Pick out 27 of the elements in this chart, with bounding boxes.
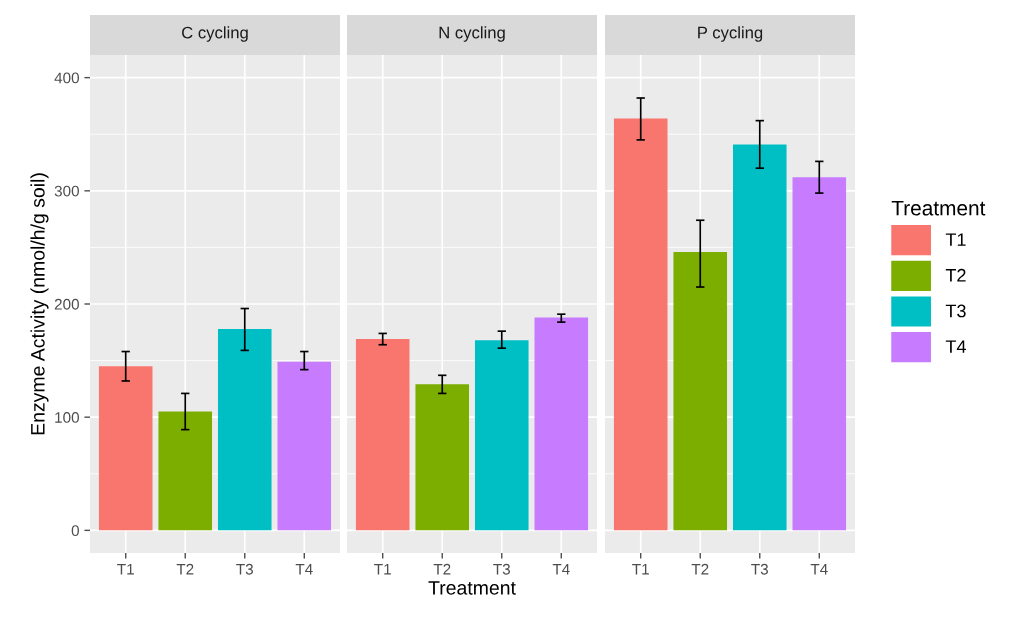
legend-label: T3 bbox=[945, 304, 966, 318]
x-tick-label: T2 bbox=[176, 563, 194, 575]
y-tick-label: 400 bbox=[54, 72, 79, 84]
x-axis-title: Treatment bbox=[428, 581, 516, 595]
x-tick-label: T1 bbox=[117, 563, 134, 575]
chart-title: C cycling bbox=[182, 26, 248, 42]
y-tick-label: 300 bbox=[54, 185, 79, 197]
x-tick-label: T4 bbox=[810, 563, 828, 575]
x-tick-label: T3 bbox=[236, 563, 254, 575]
legend-label: T4 bbox=[945, 340, 966, 353]
x-tick-label: T3 bbox=[751, 563, 769, 575]
x-tick-label: T4 bbox=[552, 563, 570, 575]
legend-label: T2 bbox=[945, 268, 966, 282]
chart-title: P cycling bbox=[698, 26, 763, 42]
y-axis-title: Enzyme Activity (nmol/h/g soil) bbox=[30, 173, 49, 435]
x-tick-label: T4 bbox=[295, 563, 313, 575]
legend-label: T1 bbox=[945, 233, 966, 246]
y-tick-label: 200 bbox=[54, 298, 79, 310]
x-tick-label: T2 bbox=[691, 563, 709, 575]
chart-title: N cycling bbox=[439, 26, 505, 42]
x-tick-label: T3 bbox=[493, 563, 511, 575]
x-tick-label: T2 bbox=[433, 563, 451, 575]
legend-title: Treatment bbox=[891, 200, 986, 216]
x-tick-label: T1 bbox=[632, 563, 649, 575]
x-tick-label: T1 bbox=[374, 563, 391, 575]
y-tick-label: 0 bbox=[71, 525, 79, 537]
y-tick-label: 100 bbox=[55, 412, 79, 423]
